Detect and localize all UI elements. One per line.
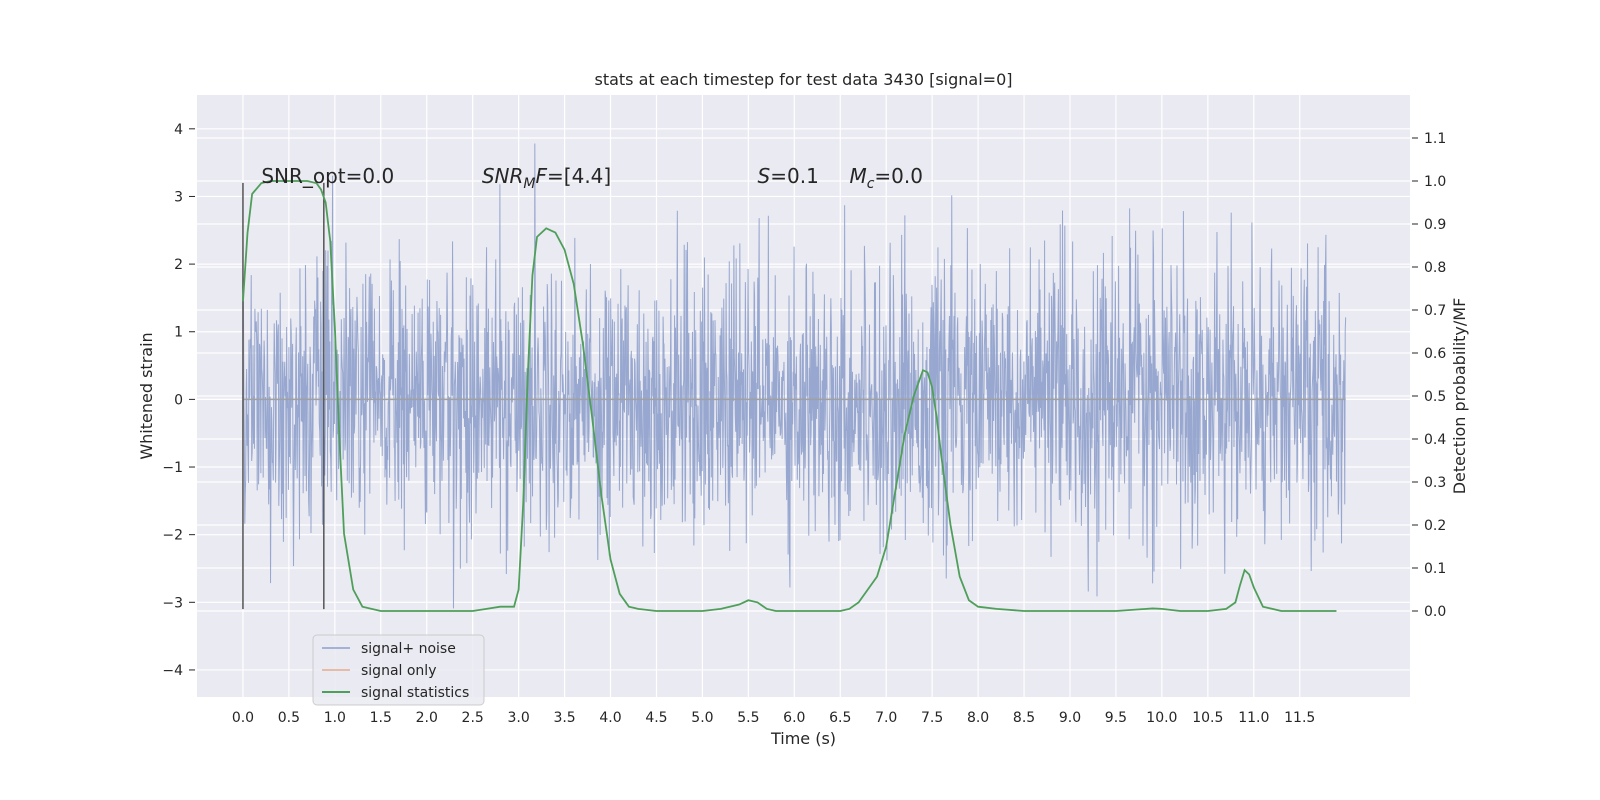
y-right-tick-label: 0.3 <box>1424 475 1446 491</box>
annotation-s-val: S=0.1 <box>758 164 819 188</box>
y-left-tick-label: 3 <box>174 189 183 205</box>
y-left-tick-label: 0 <box>174 392 183 408</box>
x-tick-label: 4.0 <box>599 710 621 726</box>
window-markers <box>242 182 325 610</box>
y-left-tick-label: 2 <box>174 257 183 273</box>
x-tick-label: 11.0 <box>1238 710 1269 726</box>
series-signal-noise <box>242 143 1347 609</box>
y-left-tick-label: 1 <box>174 325 183 341</box>
annotation-snr-mf: SNRMF=[4.4] <box>482 164 611 192</box>
x-tick-label: 11.5 <box>1284 710 1315 726</box>
y-right-tick-label: 0.0 <box>1424 604 1446 620</box>
y-right-tick-label: 0.1 <box>1424 561 1446 577</box>
x-tick-label: 9.0 <box>1059 710 1081 726</box>
legend-entry: signal only <box>361 663 436 679</box>
legend-entry: signal+ noise <box>361 641 456 657</box>
x-tick-label: 7.0 <box>875 710 897 726</box>
statistics-line <box>242 180 1337 612</box>
y-right-tick-label: 0.8 <box>1424 260 1446 276</box>
y-axis-left-label: Whitened strain <box>137 332 156 459</box>
x-tick-label: 0.5 <box>278 710 300 726</box>
annotation-part: S <box>758 164 771 188</box>
x-tick-label: 9.5 <box>1105 710 1127 726</box>
annotations: SNR_opt=0.0 SNRMF=[4.4] S=0.1 Mc=0.0 <box>261 164 923 192</box>
x-tick-label: 3.0 <box>507 710 529 726</box>
y-right-tick-label: 0.9 <box>1424 217 1446 233</box>
x-tick-label: 3.5 <box>553 710 575 726</box>
x-tick-label: 6.0 <box>783 710 805 726</box>
y-left-tick-label: −4 <box>162 663 183 679</box>
y-right-tick-label: 0.5 <box>1424 389 1446 405</box>
legend-entry: signal statistics <box>361 685 469 701</box>
x-tick-label: 4.5 <box>645 710 667 726</box>
y-right-tick-label: 1.1 <box>1424 131 1446 147</box>
x-tick-label: 5.5 <box>737 710 759 726</box>
x-tick-label: 0.0 <box>232 710 254 726</box>
x-tick-label: 8.0 <box>967 710 989 726</box>
y-right-tick-label: 0.7 <box>1424 303 1446 319</box>
x-tick-label: 6.5 <box>829 710 851 726</box>
series-signal-statistics <box>242 180 1337 612</box>
annotation-part: M <box>523 176 535 192</box>
annotation-part: =0.1 <box>770 164 819 188</box>
annotation-part: =0.0 <box>874 164 923 188</box>
y-left-tick-label: 4 <box>174 122 183 138</box>
x-tick-label: 2.0 <box>416 710 438 726</box>
x-tick-label: 5.0 <box>691 710 713 726</box>
y-left-tick-label: −2 <box>162 528 183 544</box>
y-right-tick-label: 0.4 <box>1424 432 1446 448</box>
chart-title: stats at each timestep for test data 343… <box>594 70 1012 89</box>
x-tick-label: 10.0 <box>1146 710 1177 726</box>
x-tick-label: 1.0 <box>324 710 346 726</box>
x-tick-label: 1.5 <box>370 710 392 726</box>
axis-ticks: 0.0 0.5 1.0 1.5 2.0 2.5 3.0 3.5 4.0 4.5 5.0 5.5 6.0 6… <box>162 122 1446 726</box>
annotation-part: SNR <box>482 164 524 188</box>
noise-trace <box>242 143 1347 609</box>
y-axis-right-label: Detection probability/MF <box>1450 298 1469 495</box>
annotation-part: M <box>849 164 866 188</box>
y-right-tick-label: 0.6 <box>1424 346 1446 362</box>
legend: signal+ noise signal only signal statistic… <box>312 634 485 706</box>
y-right-tick-label: 0.2 <box>1424 518 1446 534</box>
annotation-part: SNR_opt=0.0 <box>261 164 394 188</box>
annotation-snr-opt: SNR_opt=0.0 <box>261 164 394 188</box>
annotation-part: F <box>536 164 548 188</box>
x-tick-label: 7.5 <box>921 710 943 726</box>
y-right-tick-label: 1.0 <box>1424 174 1446 190</box>
x-tick-label: 10.5 <box>1192 710 1223 726</box>
x-axis-label: Time (s) <box>770 729 836 748</box>
annotation-part: =[4.4] <box>547 164 611 188</box>
legend-box <box>312 634 485 706</box>
x-tick-label: 8.5 <box>1013 710 1035 726</box>
annotation-part: c <box>867 176 875 192</box>
x-tick-label: 2.5 <box>462 710 484 726</box>
y-left-tick-label: −1 <box>162 460 183 476</box>
y-left-tick-label: −3 <box>162 595 183 611</box>
annotation-mc-val: Mc=0.0 <box>849 164 923 192</box>
